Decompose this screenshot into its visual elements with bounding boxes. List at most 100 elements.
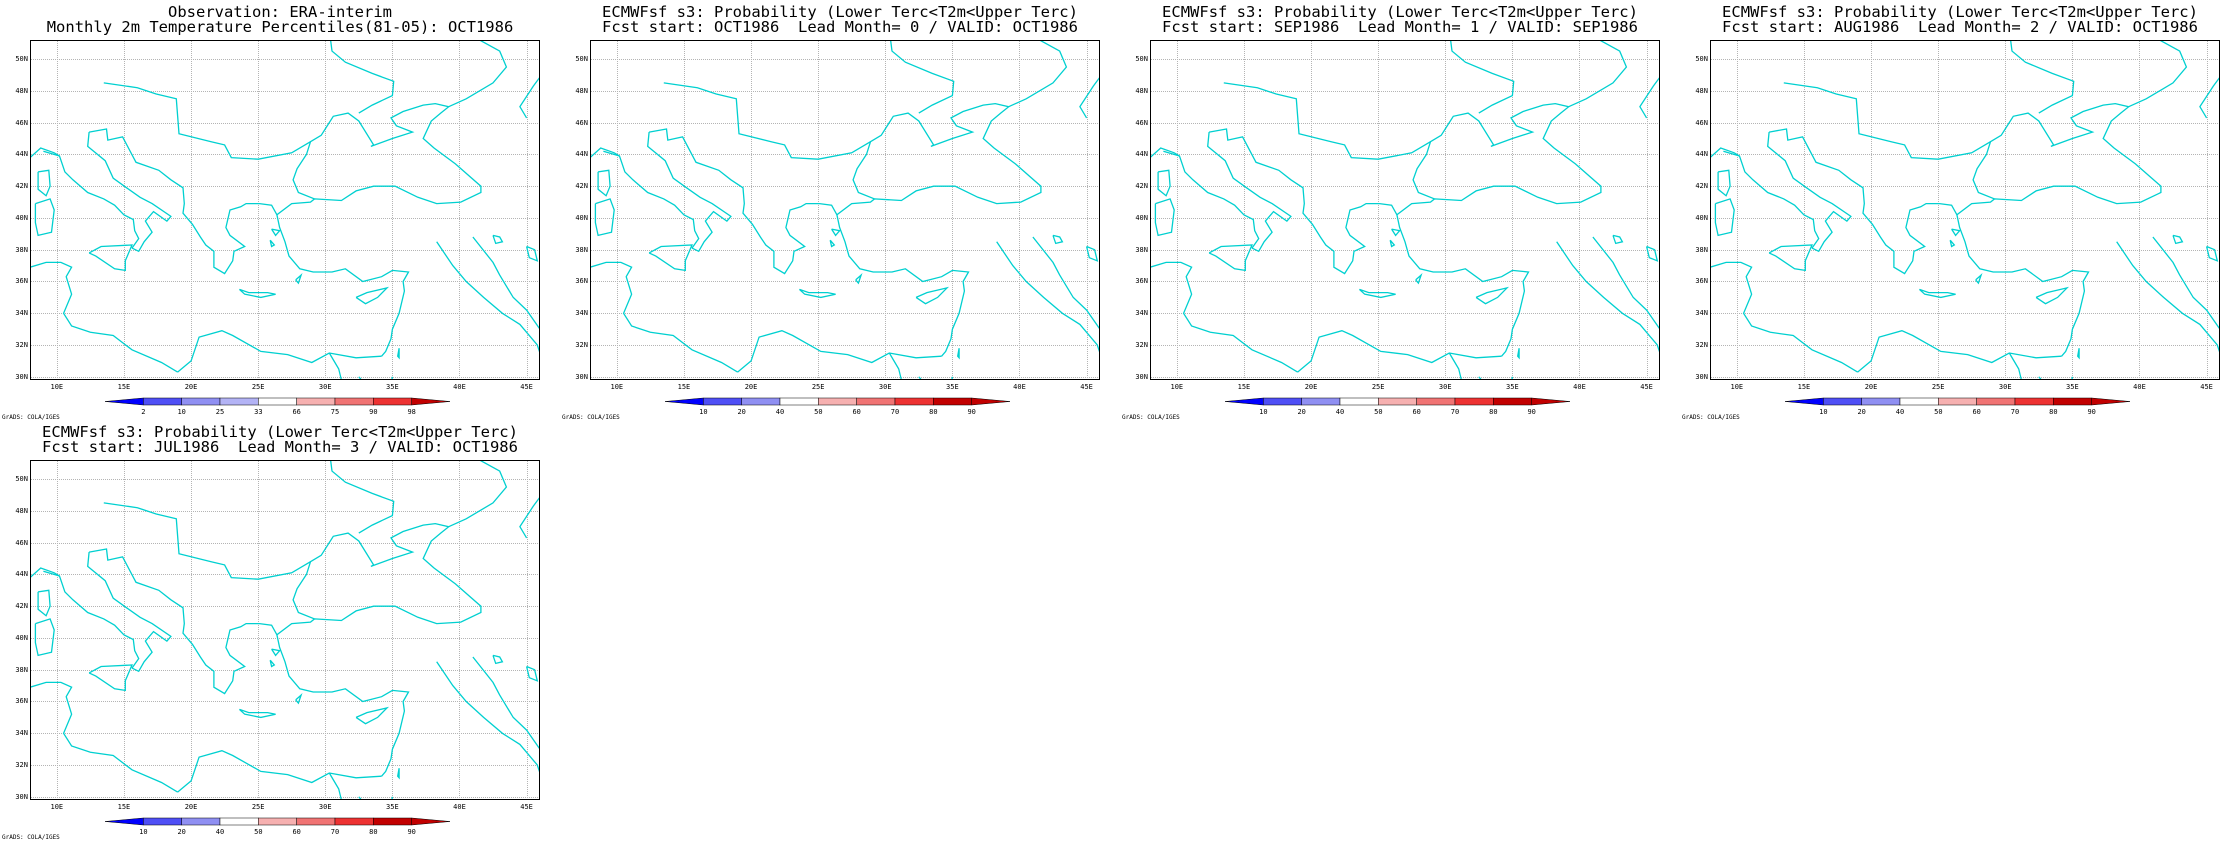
coastline	[829, 239, 836, 248]
lat-tick-label: 38N	[15, 245, 28, 254]
coastline	[1389, 239, 1396, 248]
colorbar-label: 25	[216, 408, 224, 416]
coastline	[1008, 40, 1068, 108]
coastline	[519, 40, 540, 119]
gridline-lat	[30, 669, 540, 671]
coastline	[177, 330, 382, 373]
lat-tick-label: 42N	[15, 182, 28, 191]
lon-tick-label: 35E	[946, 383, 959, 391]
coastline	[329, 460, 395, 534]
gridline-lon	[526, 40, 528, 380]
colorbar-segment	[373, 817, 412, 826]
lat-tick-label: 50N	[575, 55, 588, 64]
colorbar-label: 50	[1934, 408, 1942, 416]
coastline	[590, 147, 620, 159]
gridline-lon	[751, 40, 753, 380]
colorbar-label: 50	[254, 828, 262, 836]
gridline-lat	[30, 345, 540, 347]
coastline	[1208, 244, 1254, 272]
gridline-lon	[616, 40, 618, 380]
map-area	[1710, 40, 2220, 380]
gridline-lon	[1512, 40, 1514, 380]
coastline	[2152, 236, 2220, 330]
gridline-lat	[30, 59, 540, 61]
coastline	[2038, 376, 2074, 380]
colorbar-segment	[1224, 397, 1264, 406]
colorbar-segment	[411, 817, 451, 826]
lat-tick-label: 46N	[1695, 118, 1708, 127]
lat-tick-label: 48N	[15, 86, 28, 95]
lat-tick-label: 48N	[1695, 86, 1708, 95]
coastline	[1768, 102, 2162, 275]
colorbar-segment	[1339, 397, 1379, 406]
lat-tick-label: 38N	[575, 245, 588, 254]
coastline	[30, 567, 60, 579]
lon-tick-label: 30E	[878, 383, 892, 391]
coastline	[647, 132, 732, 253]
gridline-lat	[30, 479, 540, 481]
gridline-lat	[30, 733, 540, 735]
colorbar-label: 10	[1259, 408, 1267, 416]
coastline	[269, 239, 276, 248]
lat-tick-label: 38N	[1135, 245, 1148, 254]
lon-tick-label: 25E	[251, 803, 265, 811]
lat-tick-label: 30N	[15, 792, 28, 801]
coastline	[1949, 239, 1956, 248]
lat-tick-label: 50N	[15, 475, 28, 484]
map-panel-2: ECMWFsf s3: Probability (Lower Terc<T2m<…	[560, 0, 1120, 421]
gridline-lat	[30, 510, 540, 512]
colorbar-label: 40	[776, 408, 784, 416]
grads-credit: GrADS: COLA/IGES	[2, 834, 60, 841]
gridline-lon	[1176, 40, 1178, 380]
lon-tick-label: 25E	[1371, 383, 1385, 391]
gridline-lat	[1710, 90, 2220, 92]
coastline	[87, 132, 172, 253]
coastline	[238, 708, 276, 719]
lon-tick-label: 10E	[50, 383, 64, 391]
gridline-lat	[1710, 217, 2220, 219]
colorbar-label: 10	[1819, 408, 1827, 416]
coastline	[1163, 150, 1260, 249]
coastline-layer	[30, 40, 540, 380]
colorbar-label: 60	[852, 408, 860, 416]
coastline	[88, 522, 482, 695]
lon-tick-label: 15E	[117, 383, 131, 391]
gridline-lat	[30, 186, 540, 188]
colorbar-label: 98	[407, 408, 415, 416]
colorbar-segment	[779, 397, 819, 406]
lat-tick-label: 30N	[1135, 372, 1148, 381]
coastline	[594, 198, 615, 237]
colorbar-label: 90	[2087, 408, 2095, 416]
colorbar-segment	[143, 817, 182, 826]
gridline-lat	[30, 701, 540, 703]
lon-tick-label: 35E	[386, 803, 399, 811]
lat-tick-label: 50N	[1695, 55, 1708, 64]
coastline	[1951, 228, 1961, 237]
coastline	[295, 692, 303, 705]
lat-tick-label: 34N	[1135, 309, 1148, 318]
colorbar-label: 90	[1527, 408, 1535, 416]
colorbar-label: 10	[139, 828, 147, 836]
gridline-lon	[1803, 40, 1805, 380]
lon-tick-label: 40E	[1573, 383, 1586, 391]
lat-tick-label: 46N	[575, 118, 588, 127]
lat-tick-label: 42N	[15, 602, 28, 611]
lat-tick-label: 36N	[15, 697, 28, 706]
lat-tick-label: 46N	[15, 118, 28, 127]
gridline-lat	[30, 637, 540, 639]
coastline	[648, 102, 1042, 275]
lon-tick-label: 45E	[2200, 383, 2213, 391]
gridline-lat	[1710, 345, 2220, 347]
map-area	[30, 40, 540, 380]
coastline	[590, 261, 738, 373]
coastline	[448, 460, 508, 528]
coastline	[1207, 132, 1292, 253]
gridline-lon	[1243, 40, 1245, 380]
coastline	[472, 236, 540, 330]
coastline	[1208, 102, 1602, 275]
coastline	[177, 750, 382, 793]
gridline-lon	[952, 40, 954, 380]
colorbar-segment	[894, 397, 934, 406]
lat-tick-label: 32N	[15, 761, 28, 770]
lon-tick-label: 20E	[184, 383, 198, 391]
